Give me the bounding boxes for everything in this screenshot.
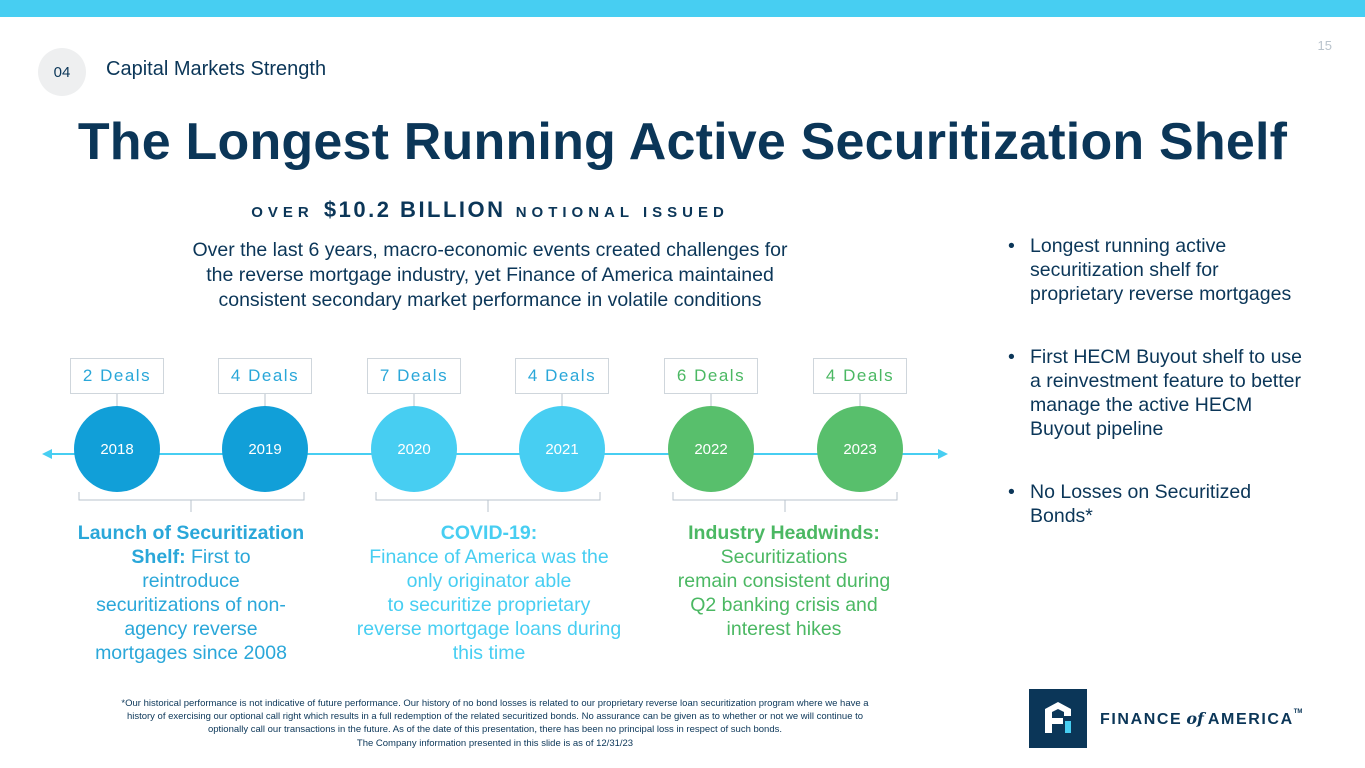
event-line: this time [452, 642, 526, 664]
event-line: Shelf: First to [131, 546, 251, 568]
intro-line: Over the last 6 years, macro-economic ev… [192, 239, 788, 261]
timeline-right-arrow-icon [938, 449, 948, 459]
key-point-text: No Losses on Securitized Bonds* [1030, 481, 1252, 527]
timeline-graphic [42, 393, 948, 512]
logo-word-of: of [1186, 709, 1204, 728]
year-circle-2023: 2023 [817, 406, 903, 492]
bullet-dot-icon: • [1008, 235, 1015, 257]
year-circle-2020: 2020 [371, 406, 457, 492]
subhead-suffix: NOTIONAL ISSUED [515, 204, 729, 221]
period-brackets [78, 492, 898, 512]
footnote-disclaimer: *Our historical performance is not indic… [50, 697, 940, 750]
intro-paragraph: Over the last 6 years, macro-economic ev… [140, 238, 840, 313]
key-point-item: • First HECM Buyout shelf to use a reinv… [1008, 345, 1308, 441]
footnote-line: history of exercising our optional call … [126, 711, 864, 723]
footnote-line: The Company information presented in thi… [356, 737, 634, 749]
event-line: Securitizations [720, 546, 848, 568]
bullet-dot-icon: • [1008, 346, 1015, 368]
logo-word-america: AMERICA [1207, 711, 1294, 728]
footnote-line: *Our historical performance is not indic… [121, 698, 869, 709]
event-line: interest hikes [726, 618, 842, 640]
logo-word-finance: FINANCE [1100, 711, 1183, 728]
subhead-prefix: OVER [251, 204, 314, 221]
key-point-item: • Longest running active securitization … [1008, 234, 1308, 306]
event-line: only originator able [406, 570, 572, 592]
bracket-2022-2023 [672, 492, 898, 512]
bullet-dot-icon: • [1008, 481, 1015, 503]
subhead-amount: $10.2 BILLION [323, 197, 506, 222]
event-label: COVID-19: [440, 522, 538, 544]
notional-issued-subhead: OVER $10.2 BILLION NOTIONAL ISSUED [150, 197, 830, 223]
deal-count-2019: 4 Deals [218, 358, 312, 394]
page-number: 15 [1317, 38, 1332, 53]
deal-count-2020: 7 Deals [367, 358, 461, 394]
logo-trademark: TM [1293, 709, 1303, 715]
event-line: Finance of America was the [369, 546, 609, 568]
event-line: reintroduce [142, 570, 240, 592]
year-circle-2019: 2019 [222, 406, 308, 492]
footnote-line: optionally call our transactions in the … [207, 724, 783, 736]
timeline-left-arrow-icon [42, 449, 52, 459]
event-line: Launch of Securitization [77, 522, 305, 544]
year-circle-2022: 2022 [668, 406, 754, 492]
deal-count-2022: 6 Deals [664, 358, 758, 394]
event-line: remain consistent during [677, 570, 891, 592]
event-covid-19: COVID-19: Finance of America was the onl… [330, 521, 648, 665]
year-circle-2018: 2018 [74, 406, 160, 492]
event-label: Industry Headwinds: [688, 522, 880, 544]
bracket-2020-2021 [375, 492, 601, 512]
top-accent-bar [0, 0, 1365, 17]
key-point-text: First HECM Buyout shelf to use a reinves… [1030, 346, 1303, 440]
deal-count-2018: 2 Deals [70, 358, 164, 394]
company-logo-wordmark: FINANCE of AMERICATM [1100, 709, 1302, 729]
slide-title: The Longest Running Active Securitizatio… [77, 113, 1288, 171]
intro-line: the reverse mortgage industry, yet Finan… [206, 264, 774, 286]
building-f-logo-icon [1029, 689, 1087, 748]
event-industry-headwinds: Industry Headwinds: Securitizations rema… [655, 521, 913, 641]
logo-mark-svg [1045, 702, 1071, 733]
section-number-badge: 04 [38, 48, 86, 96]
key-points-list: • Longest running active securitization … [1008, 234, 1308, 528]
deal-count-2021: 4 Deals [515, 358, 609, 394]
deal-connectors [116, 393, 861, 407]
event-line: Q2 banking crisis and [690, 594, 878, 616]
year-circle-2021: 2021 [519, 406, 605, 492]
event-label-tail: Shelf: [131, 546, 186, 568]
event-launch-of-securitization-shelf: Launch of Securitization Shelf: First to… [60, 521, 322, 665]
event-line: securitizations of non- [96, 594, 286, 616]
event-line: agency reverse [124, 618, 258, 640]
event-line: to securitize proprietary [387, 594, 591, 616]
event-line: reverse mortgage loans during [356, 618, 622, 640]
bracket-2018-2019 [78, 492, 305, 512]
key-point-item: • No Losses on Securitized Bonds* [1008, 480, 1308, 528]
intro-line: consistent secondary market performance … [218, 289, 762, 311]
deal-count-2023: 4 Deals [813, 358, 907, 394]
section-title: Capital Markets Strength [106, 58, 327, 80]
key-point-text: Longest running active securitization sh… [1030, 235, 1292, 305]
event-line: mortgages since 2008 [95, 642, 287, 664]
